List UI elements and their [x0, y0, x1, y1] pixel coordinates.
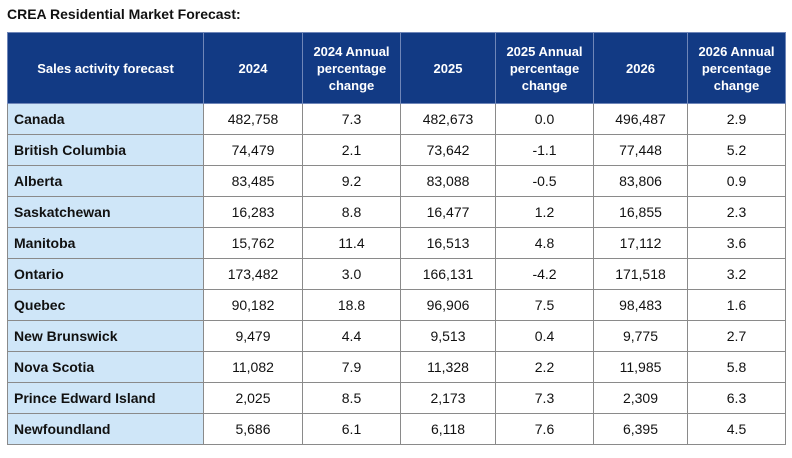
sales-2024-cell: 90,182	[203, 289, 303, 321]
table-row: Manitoba 15,762 11.4 16,513 4.8 17,112 3.6	[7, 227, 786, 259]
sales-2026-cell: 9,775	[593, 320, 688, 352]
change-2024-cell: 3.0	[302, 258, 401, 290]
sales-2025-cell: 96,906	[400, 289, 496, 321]
sales-2024-cell: 15,762	[203, 227, 303, 259]
change-2025-cell: 0.4	[495, 320, 594, 352]
change-2024-cell: 6.1	[302, 413, 401, 445]
region-cell: Quebec	[7, 289, 204, 321]
change-2024-cell: 18.8	[302, 289, 401, 321]
table-row: Newfoundland 5,686 6.1 6,118 7.6 6,395 4.5	[7, 413, 786, 445]
column-header-2024: 2024	[203, 32, 303, 104]
change-2026-cell: 1.6	[687, 289, 786, 321]
change-2026-cell: 5.8	[687, 351, 786, 383]
sales-2024-cell: 5,686	[203, 413, 303, 445]
sales-2025-cell: 83,088	[400, 165, 496, 197]
sales-2024-cell: 74,479	[203, 134, 303, 166]
sales-2026-cell: 171,518	[593, 258, 688, 290]
sales-2024-cell: 9,479	[203, 320, 303, 352]
change-2026-cell: 3.6	[687, 227, 786, 259]
change-2025-cell: -4.2	[495, 258, 594, 290]
sales-2025-cell: 73,642	[400, 134, 496, 166]
table-row: Ontario 173,482 3.0 166,131 -4.2 171,518 3.2	[7, 258, 786, 290]
column-header-2024-change: 2024 Annual percentage change	[302, 32, 401, 104]
sales-2024-cell: 482,758	[203, 103, 303, 135]
sales-2026-cell: 11,985	[593, 351, 688, 383]
change-2025-cell: 7.3	[495, 382, 594, 414]
change-2026-cell: 0.9	[687, 165, 786, 197]
change-2025-cell: 2.2	[495, 351, 594, 383]
change-2024-cell: 7.9	[302, 351, 401, 383]
sales-2026-cell: 496,487	[593, 103, 688, 135]
change-2026-cell: 2.9	[687, 103, 786, 135]
region-cell: Prince Edward Island	[7, 382, 204, 414]
change-2026-cell: 6.3	[687, 382, 786, 414]
change-2025-cell: 7.5	[495, 289, 594, 321]
change-2024-cell: 7.3	[302, 103, 401, 135]
change-2025-cell: -0.5	[495, 165, 594, 197]
change-2024-cell: 8.5	[302, 382, 401, 414]
sales-2026-cell: 2,309	[593, 382, 688, 414]
change-2025-cell: 0.0	[495, 103, 594, 135]
region-cell: New Brunswick	[7, 320, 204, 352]
region-cell: British Columbia	[7, 134, 204, 166]
sales-2025-cell: 9,513	[400, 320, 496, 352]
change-2024-cell: 11.4	[302, 227, 401, 259]
column-header-region: Sales activity forecast	[7, 32, 204, 104]
change-2024-cell: 2.1	[302, 134, 401, 166]
change-2024-cell: 8.8	[302, 196, 401, 228]
change-2025-cell: -1.1	[495, 134, 594, 166]
change-2025-cell: 7.6	[495, 413, 594, 445]
change-2026-cell: 3.2	[687, 258, 786, 290]
change-2024-cell: 9.2	[302, 165, 401, 197]
sales-2026-cell: 77,448	[593, 134, 688, 166]
forecast-table: Sales activity forecast 2024 2024 Annual…	[7, 32, 786, 445]
sales-2025-cell: 11,328	[400, 351, 496, 383]
table-row: Canada 482,758 7.3 482,673 0.0 496,487 2.9	[7, 103, 786, 135]
table-body: Canada 482,758 7.3 482,673 0.0 496,487 2.9 Brit…	[7, 103, 786, 445]
change-2026-cell: 2.7	[687, 320, 786, 352]
table-row: British Columbia 74,479 2.1 73,642 -1.1 77,44…	[7, 134, 786, 166]
sales-2026-cell: 6,395	[593, 413, 688, 445]
sales-2024-cell: 83,485	[203, 165, 303, 197]
sales-2026-cell: 17,112	[593, 227, 688, 259]
region-cell: Ontario	[7, 258, 204, 290]
sales-2025-cell: 16,477	[400, 196, 496, 228]
table-row: Saskatchewan 16,283 8.8 16,477 1.2 16,855 2.3	[7, 196, 786, 228]
change-2026-cell: 4.5	[687, 413, 786, 445]
column-header-2025-change: 2025 Annual percentage change	[495, 32, 594, 104]
region-cell: Newfoundland	[7, 413, 204, 445]
sales-2025-cell: 2,173	[400, 382, 496, 414]
region-cell: Canada	[7, 103, 204, 135]
sales-2026-cell: 83,806	[593, 165, 688, 197]
sales-2025-cell: 482,673	[400, 103, 496, 135]
sales-2024-cell: 16,283	[203, 196, 303, 228]
sales-2024-cell: 11,082	[203, 351, 303, 383]
column-header-2026: 2026	[593, 32, 688, 104]
region-cell: Manitoba	[7, 227, 204, 259]
table-row: Quebec 90,182 18.8 96,906 7.5 98,483 1.6	[7, 289, 786, 321]
table-row: Nova Scotia 11,082 7.9 11,328 2.2 11,985 5.8	[7, 351, 786, 383]
sales-2025-cell: 6,118	[400, 413, 496, 445]
sales-2026-cell: 16,855	[593, 196, 688, 228]
table-row: Alberta 83,485 9.2 83,088 -0.5 83,806 0.9	[7, 165, 786, 197]
table-row: Prince Edward Island 2,025 8.5 2,173 7.3 2,30…	[7, 382, 786, 414]
table-row: New Brunswick 9,479 4.4 9,513 0.4 9,775 2.7	[7, 320, 786, 352]
change-2026-cell: 2.3	[687, 196, 786, 228]
change-2026-cell: 5.2	[687, 134, 786, 166]
change-2025-cell: 4.8	[495, 227, 594, 259]
change-2025-cell: 1.2	[495, 196, 594, 228]
table-header-row: Sales activity forecast 2024 2024 Annual…	[7, 32, 786, 104]
sales-2024-cell: 2,025	[203, 382, 303, 414]
sales-2025-cell: 166,131	[400, 258, 496, 290]
column-header-2026-change: 2026 Annual percentage change	[687, 32, 786, 104]
region-cell: Nova Scotia	[7, 351, 204, 383]
region-cell: Saskatchewan	[7, 196, 204, 228]
page-title: CREA Residential Market Forecast:	[7, 6, 241, 22]
sales-2024-cell: 173,482	[203, 258, 303, 290]
sales-2025-cell: 16,513	[400, 227, 496, 259]
column-header-2025: 2025	[400, 32, 496, 104]
change-2024-cell: 4.4	[302, 320, 401, 352]
region-cell: Alberta	[7, 165, 204, 197]
sales-2026-cell: 98,483	[593, 289, 688, 321]
